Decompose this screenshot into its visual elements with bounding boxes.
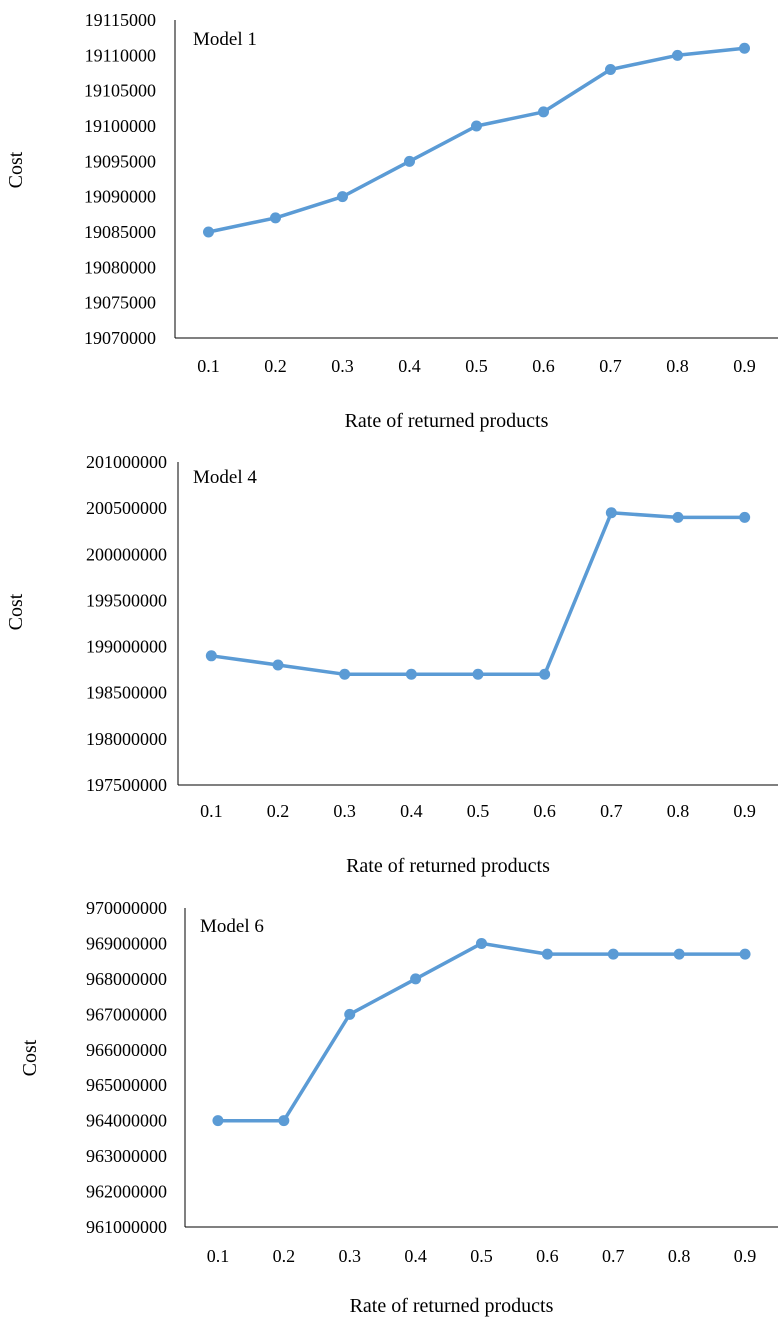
x-tick-label: 0.6 [536,1246,559,1266]
y-axis-title: Cost [5,593,27,630]
y-tick-label: 198000000 [86,729,167,749]
y-tick-label: 19100000 [84,116,156,136]
y-tick-label: 198500000 [86,683,167,703]
y-tick-label: 19110000 [85,45,156,65]
x-tick-label: 0.7 [602,1246,625,1266]
data-point [212,1115,224,1127]
x-tick-label: 0.3 [338,1246,361,1266]
data-point [538,106,549,118]
data-point [339,668,351,680]
y-tick-label: 197500000 [86,775,167,795]
y-tick-label: 19095000 [84,151,156,171]
data-point [673,948,685,960]
y-tick-label: 963000000 [86,1146,167,1166]
data-point [672,511,684,523]
y-tick-label: 199500000 [86,590,167,610]
data-point [739,948,751,960]
data-point [472,668,484,680]
data-point [272,659,284,671]
x-tick-label: 0.7 [599,356,622,376]
x-tick-label: 0.4 [398,356,421,376]
data-point [541,948,553,960]
y-tick-label: 19075000 [84,293,156,313]
data-point [337,191,348,203]
y-tick-label: 968000000 [86,969,167,989]
x-tick-label: 0.6 [533,801,556,821]
x-tick-label: 0.4 [404,1246,427,1266]
y-tick-label: 19070000 [84,328,156,348]
chart-title: Model 6 [200,916,264,937]
y-tick-label: 965000000 [86,1075,167,1095]
y-tick-label: 19090000 [84,187,156,207]
x-tick-label: 0.3 [331,356,354,376]
x-axis-title: Rate of returned products [345,410,549,432]
x-tick-label: 0.2 [264,356,287,376]
y-tick-label: 964000000 [86,1111,167,1131]
y-tick-label: 201000000 [86,452,167,472]
y-tick-label: 200500000 [86,498,167,518]
y-tick-label: 19080000 [84,257,156,277]
y-tick-label: 966000000 [86,1040,167,1060]
data-point [405,668,417,680]
x-tick-label: 0.9 [733,801,756,821]
y-tick-label: 969000000 [86,933,167,953]
x-tick-label: 0.2 [267,801,290,821]
chart-title: Model 4 [193,467,257,488]
x-tick-label: 0.5 [465,356,488,376]
data-point [203,226,214,238]
data-point [205,650,217,662]
data-point [278,1115,290,1127]
data-point [672,49,683,61]
data-point [410,973,422,985]
series-line [217,941,746,1123]
data-point [476,937,487,949]
x-tick-label: 0.8 [668,1246,691,1266]
y-axis-title: Cost [5,151,27,188]
x-tick-label: 0.1 [197,356,220,376]
x-axis-title: Rate of returned products [350,1295,554,1317]
x-tick-label: 0.6 [532,356,555,376]
x-tick-label: 0.8 [666,356,689,376]
data-point [539,668,551,680]
y-tick-label: 19105000 [84,81,156,101]
data-point [471,120,482,132]
x-tick-label: 0.5 [467,801,490,821]
y-tick-label: 970000000 [86,898,167,918]
x-tick-label: 0.1 [207,1246,230,1266]
series-line [211,511,745,677]
y-axis-title: Cost [19,1039,41,1076]
x-tick-label: 0.9 [734,1246,757,1266]
x-tick-label: 0.5 [470,1246,493,1266]
series-line [208,46,745,234]
y-tick-label: 19085000 [84,222,156,242]
y-tick-label: 19115000 [85,10,156,30]
chart-title: Model 1 [193,29,257,50]
data-point [607,948,619,960]
x-tick-label: 0.2 [273,1246,296,1266]
y-tick-label: 967000000 [86,1004,167,1024]
y-tick-label: 962000000 [86,1182,167,1202]
x-tick-label: 0.4 [400,801,423,821]
x-tick-label: 0.3 [333,801,356,821]
x-tick-label: 0.1 [200,801,223,821]
data-point [270,212,281,224]
x-tick-label: 0.8 [667,801,690,821]
y-tick-label: 199000000 [86,637,167,657]
data-point [404,155,415,167]
x-tick-label: 0.7 [600,801,623,821]
data-point [739,511,751,523]
data-point [344,1008,356,1020]
chart-panel-3: 961000000 962000000 963000000 964000000 9650… [19,898,778,1317]
data-point [605,507,617,519]
y-tick-label: 961000000 [86,1217,167,1237]
data-point [739,42,750,54]
chart-panel-1: 19070000 19075000 19080000 19085000 19090000… [5,10,778,432]
x-tick-label: 0.9 [733,356,756,376]
x-axis-title: Rate of returned products [346,855,550,877]
y-tick-label: 200000000 [86,544,167,564]
chart-panel-2: 197500000 198000000 198500000 199000000 1995… [5,452,778,877]
data-point [605,63,616,75]
